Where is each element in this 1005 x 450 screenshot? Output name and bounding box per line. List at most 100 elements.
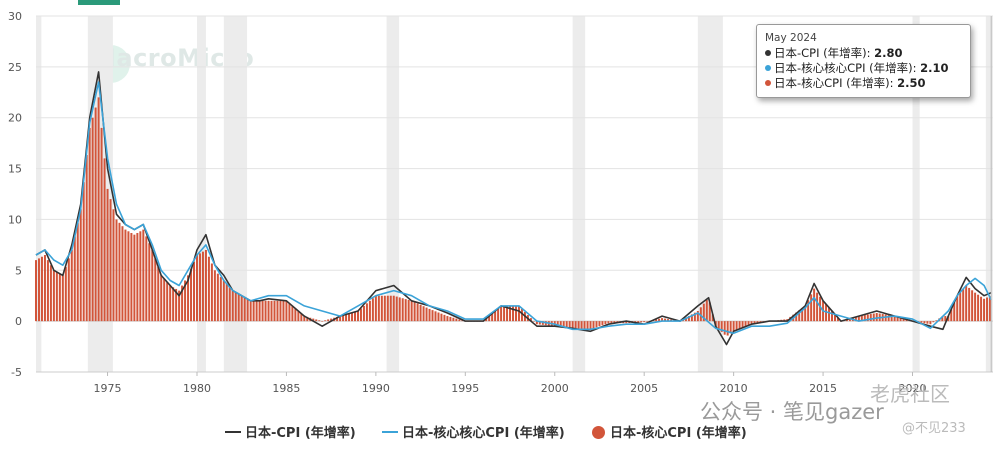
- bar-core-cpi: [613, 321, 616, 324]
- bar-core-cpi: [503, 305, 506, 322]
- bar-core-cpi: [195, 255, 198, 322]
- bar-core-cpi: [359, 308, 362, 322]
- x-tick-label: 1980: [183, 382, 211, 395]
- bar-core-cpi: [261, 300, 264, 322]
- bar-core-cpi: [404, 299, 407, 322]
- x-tick-label: 2005: [630, 382, 658, 395]
- legend-item-cpi[interactable]: 日本-CPI (年增率): [225, 422, 356, 441]
- bar-core-cpi: [213, 270, 216, 322]
- bar-core-cpi: [294, 308, 297, 322]
- bar-core-cpi: [348, 313, 351, 322]
- bar-core-cpi: [85, 155, 88, 322]
- x-tick-label: 1990: [362, 382, 390, 395]
- bar-core-cpi: [395, 296, 398, 322]
- bar-core-cpi: [813, 288, 816, 322]
- bar-core-cpi: [541, 321, 544, 325]
- bar-core-cpi: [273, 300, 276, 322]
- bar-core-cpi: [234, 292, 237, 322]
- bar-core-cpi: [696, 310, 699, 322]
- x-tick-label: 1985: [272, 382, 300, 395]
- bar-core-cpi: [49, 265, 52, 322]
- bar-core-cpi: [986, 297, 989, 322]
- bar-core-cpi: [148, 243, 151, 322]
- bar-core-cpi: [983, 298, 986, 322]
- bar-core-cpi: [974, 292, 977, 322]
- footer-account-watermark: 公众号 · 笔见gazer: [700, 400, 884, 424]
- x-tick-label: 1995: [451, 382, 479, 395]
- bar-core-cpi: [351, 312, 354, 322]
- bar-core-cpi: [929, 321, 932, 325]
- bar-core-cpi: [959, 292, 962, 322]
- bar-core-cpi: [592, 321, 595, 329]
- bar-core-cpi: [437, 312, 440, 322]
- bar-core-cpi: [300, 313, 303, 322]
- bar-core-cpi: [291, 305, 294, 322]
- bar-core-cpi: [410, 300, 413, 322]
- bar-core-cpi: [506, 305, 509, 322]
- legend-item-core-core[interactable]: 日本-核心核心CPI (年增率): [382, 422, 565, 441]
- tooltip-dot-core: [765, 80, 771, 86]
- legend-label-cpi: 日本-CPI (年增率): [245, 426, 356, 441]
- bar-core-cpi: [735, 321, 738, 331]
- tooltip-value-cpi: 2.80: [874, 46, 903, 60]
- bar-core-cpi: [386, 295, 389, 322]
- bar-core-cpi: [887, 315, 890, 322]
- legend-item-core[interactable]: 日本-核心CPI (年增率): [592, 422, 747, 441]
- brand-tab: [78, 0, 120, 5]
- bar-core-cpi: [601, 321, 604, 326]
- bar-core-cpi: [204, 249, 207, 322]
- tooltip-row-core: 日本-核心CPI (年增率): 2.50: [765, 76, 962, 91]
- bar-core-cpi: [977, 294, 980, 322]
- bar-core-cpi: [58, 273, 61, 322]
- bar-core-cpi: [342, 315, 345, 322]
- bar-core-cpi: [980, 296, 983, 322]
- bar-core-cpi: [556, 321, 559, 327]
- tooltip-dot-cpi: [765, 50, 771, 56]
- bar-core-cpi: [819, 296, 822, 322]
- bar-core-cpi: [741, 321, 744, 328]
- bar-core-cpi: [124, 229, 127, 322]
- bar-core-cpi: [947, 316, 950, 322]
- recession-band: [223, 16, 248, 372]
- bar-core-cpi: [640, 321, 643, 323]
- bar-core-cpi: [249, 300, 252, 322]
- bar-core-cpi: [535, 321, 538, 325]
- y-tick-label: 10: [8, 213, 22, 226]
- tooltip-row-core-core: 日本-核心核心CPI (年增率): 2.10: [765, 61, 962, 76]
- bar-core-cpi: [184, 280, 187, 322]
- bar-core-cpi: [154, 258, 157, 322]
- bar-core-cpi: [610, 321, 613, 324]
- bar-core-cpi: [91, 117, 94, 322]
- bar-core-cpi: [732, 321, 735, 332]
- bar-core-cpi: [899, 317, 902, 322]
- bar-core-cpi: [664, 318, 667, 322]
- bar-core-cpi: [583, 321, 586, 329]
- bar-core-cpi: [807, 300, 810, 322]
- tooltip-label-core: 日本-核心CPI (年增率):: [774, 76, 898, 90]
- bar-core-cpi: [726, 321, 729, 336]
- bar-core-cpi: [136, 232, 139, 322]
- bar-core-cpi: [181, 285, 184, 322]
- bar-core-cpi: [443, 314, 446, 322]
- y-tick-label: -5: [11, 366, 22, 379]
- tooltip-value-core: 2.50: [897, 76, 926, 90]
- bar-core-cpi: [860, 315, 863, 322]
- x-tick-label: 1975: [94, 382, 122, 395]
- legend-line-core-core-icon: [382, 431, 398, 433]
- bar-core-cpi: [643, 321, 646, 323]
- footer-forum-watermark: 老虎社区: [870, 382, 950, 406]
- bar-core-cpi: [574, 321, 577, 329]
- bar-core-cpi: [517, 305, 520, 322]
- bar-core-cpi: [965, 285, 968, 322]
- bar-core-cpi: [989, 296, 992, 322]
- bar-core-cpi: [392, 295, 395, 322]
- bar-core-cpi: [318, 320, 321, 322]
- bar-core-cpi: [306, 316, 309, 322]
- bar-core-cpi: [586, 321, 589, 330]
- bar-core-cpi: [869, 314, 872, 322]
- bar-core-cpi: [76, 222, 79, 322]
- bar-core-cpi: [237, 294, 240, 322]
- bar-core-cpi: [201, 251, 204, 322]
- bar-core-cpi: [598, 321, 601, 327]
